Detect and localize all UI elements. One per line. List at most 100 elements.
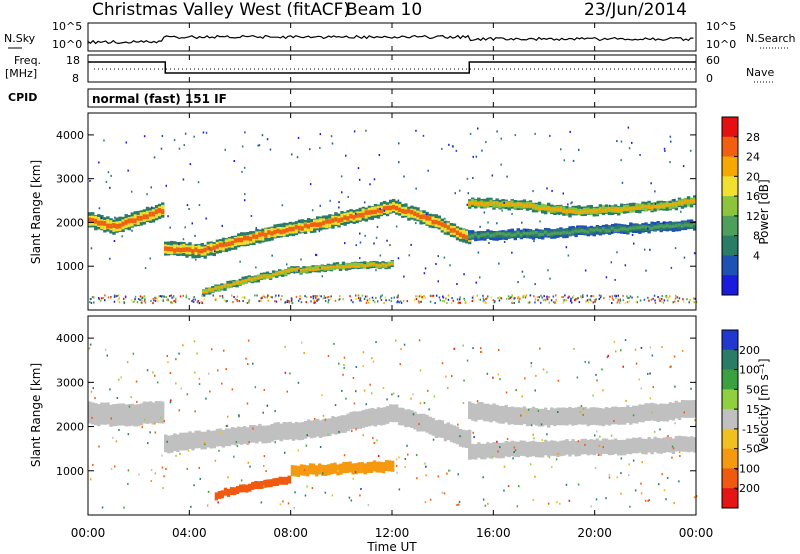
velocity-speckle bbox=[150, 480, 152, 482]
velocity-speckle bbox=[424, 501, 427, 504]
power-speckle bbox=[488, 242, 490, 244]
x-axis-label: Time UT bbox=[366, 540, 417, 554]
velocity-speckle bbox=[613, 420, 615, 423]
velocity-speckle bbox=[304, 494, 307, 497]
power-cell bbox=[121, 221, 125, 227]
power-cell bbox=[434, 219, 438, 225]
velocity-cell bbox=[331, 416, 335, 434]
power-speckle bbox=[98, 297, 100, 300]
power-speckle bbox=[508, 297, 510, 300]
power-heatmap bbox=[88, 126, 698, 305]
power-cell bbox=[290, 268, 294, 271]
velocity-cell bbox=[683, 400, 688, 418]
power-cell bbox=[133, 218, 137, 224]
x-tick-label: 00:00 bbox=[71, 526, 106, 540]
velocity-cell bbox=[665, 436, 669, 453]
velocity-cell bbox=[290, 465, 295, 477]
power-speckle bbox=[541, 296, 543, 299]
velocity-cell bbox=[164, 434, 168, 453]
power-speckle bbox=[246, 302, 249, 304]
power-speckle bbox=[364, 201, 366, 204]
power-speckle bbox=[443, 256, 446, 259]
velocity-cell bbox=[217, 490, 222, 499]
power-cell bbox=[620, 208, 624, 212]
power-speckle bbox=[441, 147, 443, 150]
velocity-speckle bbox=[198, 377, 201, 380]
power-speckle bbox=[323, 295, 325, 297]
velocity-cell bbox=[528, 408, 533, 426]
power-speckle bbox=[423, 295, 425, 297]
power-cell bbox=[375, 263, 379, 266]
power-speckle bbox=[172, 296, 175, 299]
power-cell bbox=[361, 212, 365, 218]
velocity-speckle bbox=[547, 502, 550, 505]
power-cell bbox=[516, 202, 520, 206]
power-speckle bbox=[658, 297, 661, 300]
power-speckle bbox=[511, 296, 514, 299]
velocity-cell bbox=[580, 407, 584, 425]
velocity-speckle bbox=[92, 463, 94, 466]
power-speckle bbox=[498, 299, 501, 302]
power-speckle bbox=[673, 199, 675, 202]
velocity-speckle bbox=[497, 373, 499, 376]
power-cell bbox=[200, 248, 204, 254]
velocity-cell bbox=[384, 460, 389, 472]
velocity-cell bbox=[340, 415, 344, 433]
velocity-speckle bbox=[127, 433, 130, 436]
velocity-speckle bbox=[419, 369, 422, 372]
velocity-speckle bbox=[163, 420, 165, 423]
velocity-colorbar-swatch bbox=[722, 389, 738, 410]
power-speckle bbox=[628, 300, 631, 303]
velocity-speckle bbox=[392, 392, 395, 395]
power-speckle bbox=[479, 298, 482, 301]
power-cell bbox=[319, 222, 323, 227]
velocity-speckle bbox=[683, 411, 685, 414]
velocity-cell bbox=[257, 481, 261, 490]
velocity-speckle bbox=[132, 352, 135, 355]
velocity-speckle bbox=[530, 362, 533, 365]
power-cell bbox=[571, 210, 575, 214]
power-speckle bbox=[239, 260, 241, 263]
power-speckle bbox=[509, 297, 511, 299]
power-cell bbox=[632, 206, 636, 210]
velocity-cell bbox=[504, 441, 508, 457]
velocity-speckle bbox=[608, 476, 611, 479]
velocity-speckle bbox=[150, 469, 153, 472]
power-speckle bbox=[134, 298, 136, 301]
power-speckle bbox=[427, 169, 429, 172]
velocity-speckle bbox=[186, 393, 189, 396]
power-speckle bbox=[170, 301, 172, 304]
velocity-speckle bbox=[678, 451, 681, 454]
velocity-cell bbox=[671, 402, 676, 421]
velocity-cell bbox=[492, 442, 496, 458]
power-speckle bbox=[102, 297, 104, 299]
power-speckle bbox=[379, 296, 382, 299]
power-speckle bbox=[264, 296, 266, 299]
power-cell bbox=[498, 231, 502, 235]
velocity-speckle bbox=[327, 354, 330, 357]
power-cell bbox=[279, 229, 283, 235]
power-speckle bbox=[586, 294, 588, 297]
power-speckle bbox=[419, 300, 421, 303]
power-speckle bbox=[617, 298, 619, 301]
power-cell bbox=[176, 247, 180, 252]
velocity-speckle bbox=[128, 405, 131, 408]
velocity-speckle bbox=[154, 374, 156, 377]
power-cell bbox=[553, 207, 557, 211]
velocity-cell bbox=[668, 437, 672, 453]
power-speckle bbox=[258, 144, 261, 147]
power-speckle bbox=[319, 204, 321, 207]
velocity-speckle bbox=[161, 466, 164, 469]
velocity-speckle bbox=[238, 415, 240, 418]
velocity-speckle bbox=[594, 434, 596, 437]
velocity-colorbar-swatch bbox=[722, 330, 738, 351]
velocity-speckle bbox=[584, 360, 586, 363]
velocity-cell bbox=[333, 462, 337, 474]
power-speckle bbox=[267, 294, 269, 297]
power-speckle bbox=[350, 299, 353, 302]
power-cell bbox=[100, 220, 104, 226]
power-cell bbox=[495, 232, 499, 236]
velocity-cell bbox=[176, 434, 180, 453]
power-cell bbox=[349, 214, 353, 219]
velocity-speckle bbox=[472, 347, 474, 350]
